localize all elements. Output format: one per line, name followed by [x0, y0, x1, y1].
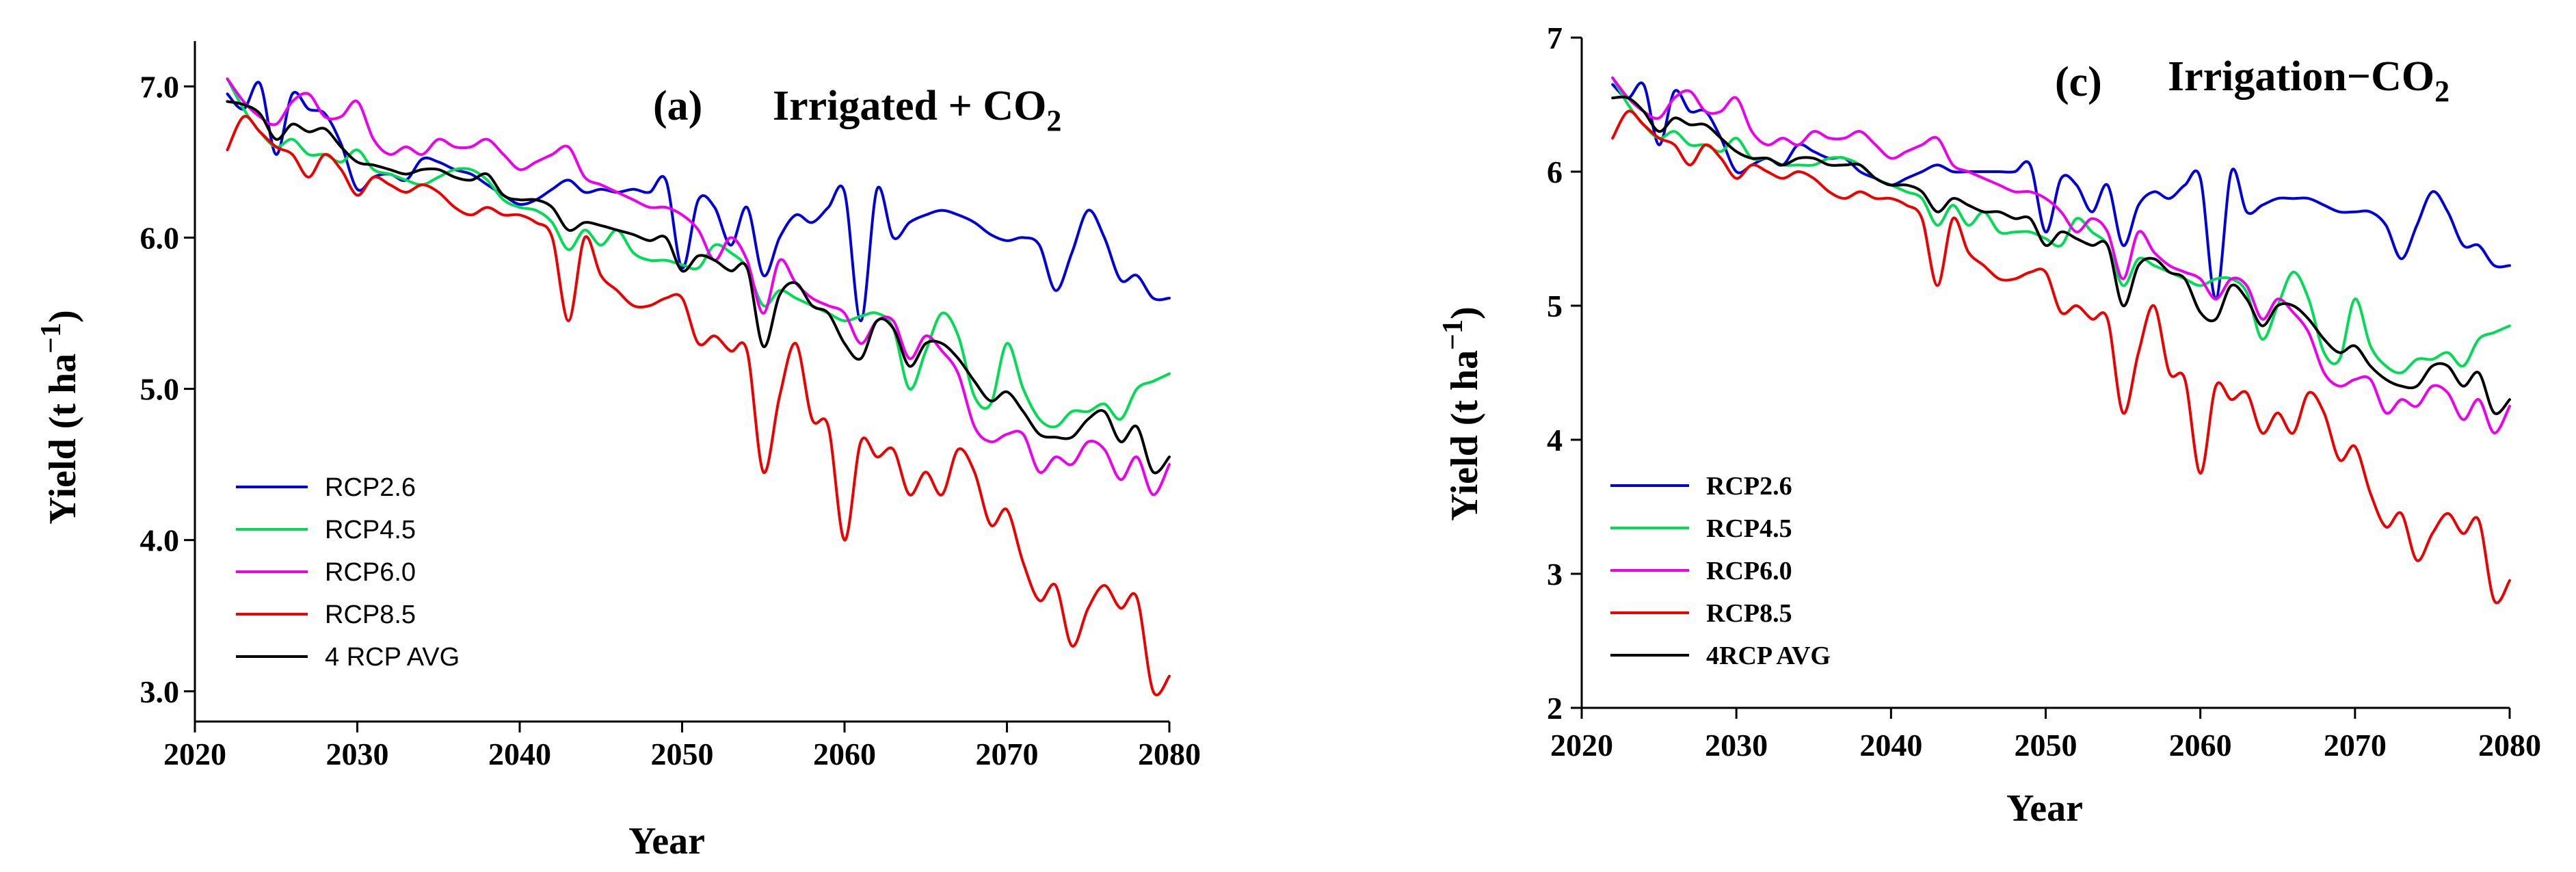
panel-a-series-4-rcp-avg — [226, 100, 1171, 475]
panel-c-chart: 2020 2030 2040 2050 2060 2070 2080 2 3 4 5 6 7 (c) I… — [1437, 21, 2541, 830]
panel-c-y-tick-label: 6 — [1547, 155, 1563, 189]
panel-c-x-tick-label: 2050 — [2015, 728, 2077, 763]
panel-a-legend-label-rcp8-5: RCP8.5 — [325, 600, 416, 629]
panel-a-legend: RCP2.6 RCP4.5 RCP6.0 RCP8.5 4 RCP AVG — [236, 473, 460, 672]
panel-a-x-tick-label: 2020 — [163, 737, 226, 771]
panel-c-legend-label-rcp6-0: RCP6.0 — [1706, 557, 1792, 585]
panel-c-x-tick-label: 2030 — [1705, 728, 1768, 763]
panel-c-x-axis-title: Year — [2006, 787, 2083, 830]
panel-a-y-title-sup: −1 — [36, 323, 67, 354]
panel-a-title: Irrigated + CO2 — [773, 83, 1061, 137]
panel-c-series-rcp2-6 — [1611, 81, 2511, 301]
panel-a-x-tick-label: 2040 — [488, 737, 551, 771]
panel-a-y-tick-label: 3.0 — [140, 674, 180, 709]
panel-a-legend-label-rcp4-5: RCP4.5 — [325, 516, 416, 544]
panel-c-x-tick-label: 2080 — [2478, 728, 2541, 763]
panel-a-y-title-close: ) — [42, 310, 84, 323]
panel-a-x-tick-label: 2050 — [651, 737, 714, 771]
panel-a-ticks: 2020 2030 2040 2050 2060 2070 2080 3.0 4.0 5.0 6.0… — [140, 69, 1201, 771]
panel-a-legend-label-rcp2-6: RCP2.6 — [325, 473, 416, 502]
panel-c-series-lines — [1611, 76, 2511, 605]
panel-a-y-axis-title: Yield (t ha−1) — [36, 310, 84, 525]
panel-a-series-rcp8-5 — [226, 114, 1171, 697]
panel-c-y-tick-label: 3 — [1547, 557, 1563, 592]
panel-a-series-lines — [226, 77, 1171, 697]
panel-a-y-tick-label: 4.0 — [140, 523, 180, 558]
panel-c-legend-label-rcp8-5: RCP8.5 — [1706, 599, 1792, 628]
panel-c-legend-label-4rcp-avg: 4RCP AVG — [1706, 642, 1831, 670]
panel-c-y-title-main: Yield (t ha — [1444, 350, 1486, 521]
panel-a-x-tick-label: 2070 — [976, 737, 1039, 771]
panel-a-title-sub: 2 — [1046, 104, 1061, 137]
panel-c-y-axis-title: Yield (t ha−1) — [1437, 306, 1486, 521]
panel-c-ticks: 2020 2030 2040 2050 2060 2070 2080 2 3 4 5 6 7 — [1547, 21, 2541, 763]
panel-a-title-main: Irrigated + CO — [773, 83, 1046, 129]
panel-c-legend-label-rcp2-6: RCP2.6 — [1706, 472, 1792, 501]
panel-c-legend-label-rcp4-5: RCP4.5 — [1706, 514, 1792, 543]
panel-c-legend: RCP2.6 RCP4.5 RCP6.0 RCP8.5 4RCP AVG — [1610, 472, 1831, 670]
panel-a-y-tick-label: 7.0 — [140, 69, 180, 104]
panel-c-title-main: Irrigation−CO — [2168, 53, 2434, 100]
panel-a-y-tick-label: 6.0 — [140, 220, 180, 255]
panel-c-y-tick-label: 4 — [1547, 423, 1563, 458]
panel-a-legend-label-4-rcp-avg: 4 RCP AVG — [325, 643, 460, 672]
panel-c-y-tick-label: 7 — [1547, 21, 1563, 55]
panel-c-x-tick-label: 2060 — [2169, 728, 2232, 763]
panel-c-label: (c) — [2055, 59, 2102, 105]
panel-a-series-rcp6-0 — [226, 77, 1171, 497]
panel-a-legend-label-rcp6-0: RCP6.0 — [325, 558, 416, 587]
panel-c-title-sub: 2 — [2434, 75, 2449, 108]
panel-a-x-tick-label: 2060 — [813, 737, 876, 771]
panel-c-title: Irrigation−CO2 — [2168, 53, 2449, 108]
panel-c-series-4rcp-avg — [1611, 95, 2511, 415]
panel-c-y-tick-label: 5 — [1547, 289, 1563, 323]
panel-c-x-tick-label: 2020 — [1550, 728, 1613, 763]
panel-a-y-title-main: Yield (t ha — [42, 354, 84, 525]
panel-a-chart: 2020 2030 2040 2050 2060 2070 2080 3.0 4.0 5.0 6.0… — [36, 41, 1201, 862]
panel-c-x-tick-label: 2070 — [2324, 728, 2387, 763]
panel-c-y-title-close: ) — [1444, 306, 1486, 319]
panel-c-series-rcp6-0 — [1611, 76, 2511, 435]
panel-a-series-rcp4-5 — [226, 77, 1171, 429]
panel-a-x-axis-title: Year — [628, 820, 705, 862]
panel-a-x-tick-label: 2030 — [326, 737, 389, 771]
panel-c-y-title-sup: −1 — [1437, 319, 1469, 350]
panel-a-label: (a) — [653, 83, 702, 129]
panel-c-y-tick-label: 2 — [1547, 691, 1563, 726]
panel-a-x-tick-label: 2080 — [1138, 737, 1201, 771]
panel-a-y-tick-label: 5.0 — [140, 372, 180, 407]
panel-c-x-tick-label: 2040 — [1859, 728, 1922, 763]
panel-c-series-rcp8-5 — [1611, 109, 2511, 605]
